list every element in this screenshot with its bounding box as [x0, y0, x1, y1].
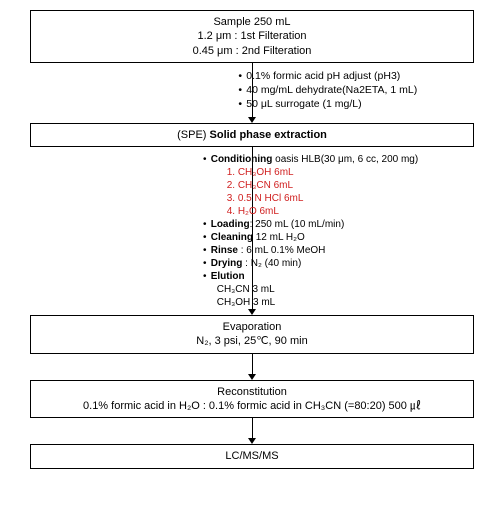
spe-title: Solid phase extraction: [210, 129, 327, 141]
rinse-label: Rinse: [211, 245, 238, 256]
sample-line1: Sample 250 mL: [39, 15, 465, 29]
rinse-rest: : 6 mL 0.1% MeOH: [238, 245, 325, 256]
evaporation-box: Evaporation N₂, 3 psi, 25℃, 90 min: [30, 315, 474, 354]
recon-line1: Reconstitution: [39, 385, 465, 399]
sample-box: Sample 250 mL 1.2 μm : 1st Filteration 0…: [30, 10, 474, 63]
drying-rest: : N₂ (40 min): [242, 258, 301, 269]
arrow-1: •0.1% formic acid pH adjust (pH3) •40 mg…: [30, 63, 474, 123]
cond-step-0: 1. CH₃OH 6mL: [199, 166, 418, 179]
spe-box: (SPE) Solid phase extraction: [30, 123, 474, 147]
recon-line2: 0.1% formic acid in H₂O : 0.1% formic ac…: [39, 399, 465, 413]
cond-step-3: 4. H₂O 6mL: [199, 205, 418, 218]
sample-line2: 1.2 μm : 1st Filteration: [39, 29, 465, 43]
cleaning-label: Cleaning: [211, 232, 253, 243]
loading-label: Loading: [211, 219, 250, 230]
sample-line3: 0.45 μm : 2nd Filteration: [39, 44, 465, 58]
lcmsms-box: LC/MS/MS: [30, 444, 474, 468]
pre-spe-notes: •0.1% formic acid pH adjust (pH3) •40 mg…: [234, 69, 417, 112]
drying-label: Drying: [211, 258, 243, 269]
arrow-3: [30, 354, 474, 380]
arrow-2: •Conditioning oasis HLB(30 μm, 6 cc, 200…: [30, 147, 474, 315]
cond-label: Conditioning: [211, 154, 273, 165]
arrow-4: [30, 418, 474, 444]
elution-line-1: CH₃OH 3 mL: [199, 296, 418, 309]
cond-rest: oasis HLB(30 μm, 6 cc, 200 mg): [272, 154, 418, 165]
cleaning-rest: 12 mL H₂O: [253, 232, 305, 243]
lcms-text: LC/MS/MS: [39, 449, 465, 463]
loading-rest: : 250 mL (10 mL/min): [250, 219, 345, 230]
pre-spe-item-1: 40 mg/mL dehydrate(Na2ETA, 1 mL): [246, 83, 417, 97]
spe-prefix: (SPE): [177, 129, 209, 141]
cond-step-1: 2. CH₃CN 6mL: [199, 179, 418, 192]
elution-line-0: CH₃CN 3 mL: [199, 283, 418, 296]
spe-detail: •Conditioning oasis HLB(30 μm, 6 cc, 200…: [199, 153, 418, 309]
cond-step-2: 3. 0.5 N HCl 6mL: [199, 192, 418, 205]
elution-label: Elution: [211, 270, 245, 283]
pre-spe-item-2: 50 μL surrogate (1 mg/L): [246, 97, 361, 111]
evap-line1: Evaporation: [39, 320, 465, 334]
evap-line2: N₂, 3 psi, 25℃, 90 min: [39, 334, 465, 348]
reconstitution-box: Reconstitution 0.1% formic acid in H₂O :…: [30, 380, 474, 419]
pre-spe-item-0: 0.1% formic acid pH adjust (pH3): [246, 69, 400, 83]
